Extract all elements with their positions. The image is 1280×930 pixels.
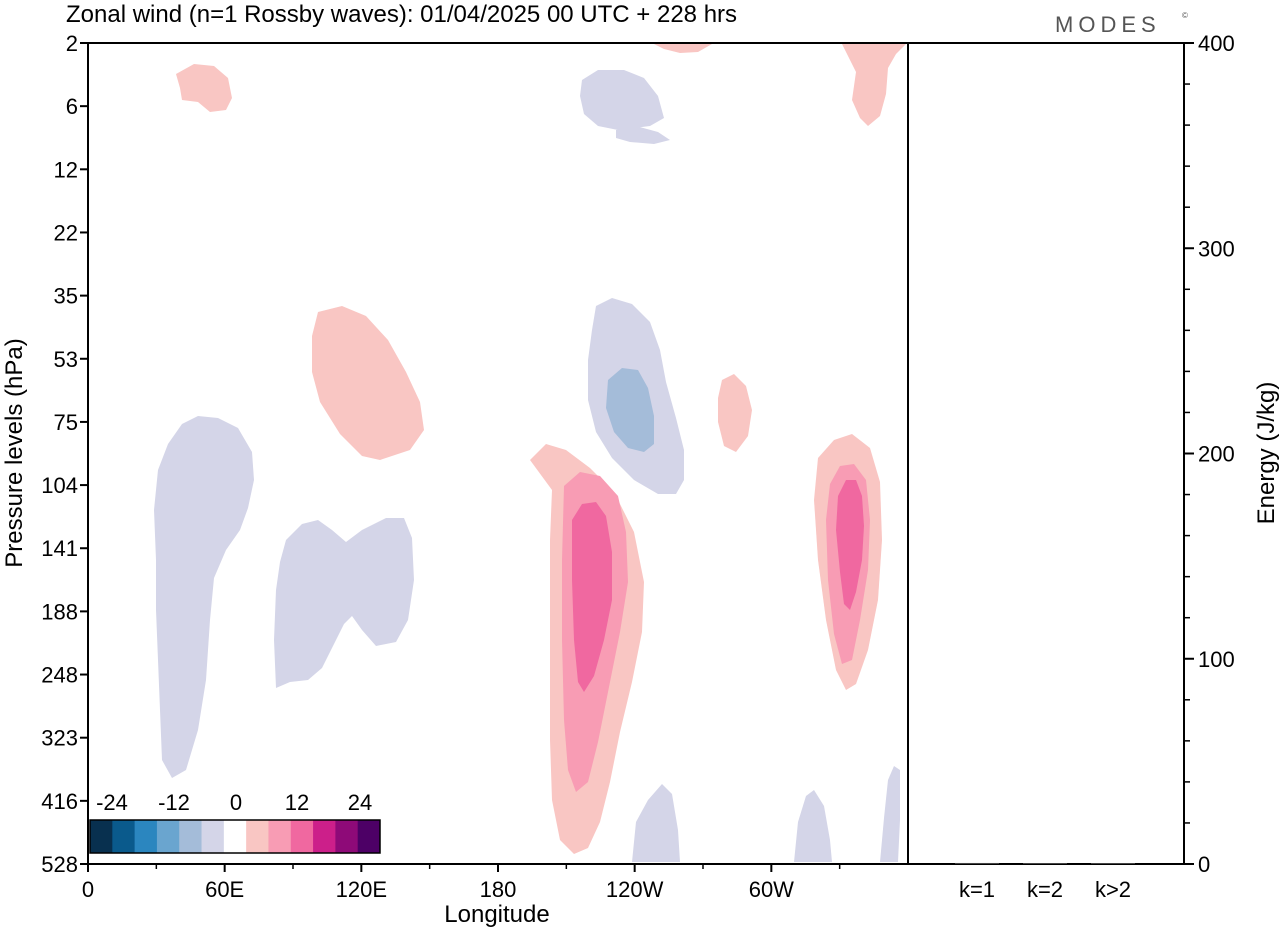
colorbar-label: 0 xyxy=(230,790,242,815)
contour-plot xyxy=(154,44,906,862)
energy-tick-label: 400 xyxy=(1198,31,1235,56)
y-tick-label: 6 xyxy=(66,94,78,119)
energy-bar xyxy=(1023,863,1067,864)
y-tick-label: 22 xyxy=(54,220,78,245)
colorbar-swatch xyxy=(290,820,314,853)
colorbar-label: -24 xyxy=(96,790,128,815)
colorbar-frame xyxy=(89,819,381,854)
contour-positive-1 xyxy=(312,306,424,460)
x-axis-label: Longitude xyxy=(444,901,549,928)
contour-positive-3 xyxy=(572,502,612,692)
energy-tick-label: 300 xyxy=(1198,236,1235,261)
colorbar-swatch xyxy=(223,820,247,853)
y-tick-label: 53 xyxy=(54,347,78,372)
energy-tick-label: 100 xyxy=(1198,647,1235,672)
colorbar-label: 12 xyxy=(285,790,309,815)
contour-negative-2 xyxy=(606,368,654,452)
colorbar-swatch xyxy=(156,820,180,853)
x-tick-label: 60E xyxy=(205,877,244,902)
y-axis-label: Pressure levels (hPa) xyxy=(1,338,28,567)
energy-tick-label: 0 xyxy=(1198,852,1210,877)
energy-categories: k=1 k=2 k>2 xyxy=(959,877,1131,902)
energy-axis: 0 100 200 300 400 xyxy=(1184,31,1235,877)
y-tick-label: 12 xyxy=(54,157,78,182)
colorbar-swatch xyxy=(268,820,292,853)
colorbar-label: 24 xyxy=(348,790,372,815)
contour-negative-1 xyxy=(274,518,414,688)
colorbar-label: -12 xyxy=(158,790,190,815)
colorbar-swatch xyxy=(90,820,113,853)
colorbar-swatch xyxy=(357,820,381,853)
y-tick-label: 248 xyxy=(41,663,78,688)
energy-category-label: k=1 xyxy=(959,877,995,902)
colorbar-swatch xyxy=(179,820,203,853)
y-tick-label: 2 xyxy=(66,31,78,56)
x-tick-label: 60W xyxy=(749,877,794,902)
contour-negative-1 xyxy=(794,790,832,862)
contour-negative-1 xyxy=(880,766,900,862)
longitude-axis: 0 60E 120E 180 120W 60W xyxy=(82,864,841,902)
contour-positive-3 xyxy=(836,480,864,610)
contour-negative-1 xyxy=(154,416,254,778)
contour-negative-1 xyxy=(616,126,670,144)
y-tick-label: 188 xyxy=(41,599,78,624)
y-tick-label: 141 xyxy=(41,536,78,561)
modes-logo: MODES © xyxy=(1055,11,1188,37)
y-tick-label: 323 xyxy=(41,726,78,751)
colorbar-swatch xyxy=(201,820,225,853)
chart-title: Zonal wind (n=1 Rossby waves): 01/04/202… xyxy=(66,1,737,28)
x-tick-label: 180 xyxy=(480,877,517,902)
contour-positive-1 xyxy=(842,44,906,126)
pressure-axis: 2 6 12 22 35 53 75 104 141 188 248 323 416 528 xyxy=(41,31,88,877)
colorbar-swatch xyxy=(246,820,269,853)
energy-axis-label: Energy (J/kg) xyxy=(1253,382,1280,525)
energy-tick-label: 200 xyxy=(1198,442,1235,467)
energy-category-label: k>2 xyxy=(1095,877,1131,902)
colorbar-swatch xyxy=(335,820,359,853)
contour-positive-1 xyxy=(654,44,712,53)
energy-bars xyxy=(955,862,1135,864)
y-tick-label: 104 xyxy=(41,473,78,498)
contour-negative-1 xyxy=(580,70,664,130)
energy-bar xyxy=(955,862,999,864)
x-tick-label: 120W xyxy=(606,877,664,902)
colorbar-swatch xyxy=(313,820,336,853)
colorbar-swatch xyxy=(134,820,158,853)
contour-positive-1 xyxy=(718,374,752,452)
x-tick-label: 0 xyxy=(82,877,94,902)
y-tick-label: 528 xyxy=(41,852,78,877)
colorbar-swatch xyxy=(112,820,136,853)
brand-mark: © xyxy=(1182,11,1188,20)
y-tick-label: 35 xyxy=(54,284,78,309)
y-tick-label: 75 xyxy=(54,410,78,435)
contour-positive-1 xyxy=(176,64,232,112)
energy-bar xyxy=(1091,863,1135,864)
energy-category-label: k=2 xyxy=(1027,877,1063,902)
y-tick-label: 416 xyxy=(41,789,78,814)
brand-text: MODES xyxy=(1055,12,1161,37)
x-tick-label: 120E xyxy=(336,877,387,902)
contour-negative-1 xyxy=(632,784,680,862)
colorbar: -24 -12 0 12 24 xyxy=(89,790,381,854)
